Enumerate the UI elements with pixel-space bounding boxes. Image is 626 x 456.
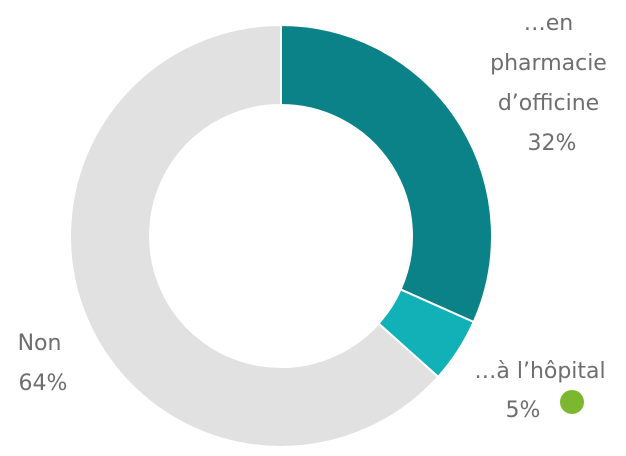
value-non: 64% [19,371,68,396]
label-pharmacie-line-3: d’officine [498,91,599,116]
value-hopital: 5% [506,398,541,423]
label-hopital: …à l’hôpital [474,359,605,384]
label-pharmacie: …en pharmacie d’officine 32% [490,11,614,156]
label-non: Non 64% [18,331,69,396]
value-pharmacie: 32% [528,131,577,156]
label-non-line-1: Non [18,331,62,356]
slice-pharmacie [280,23,493,324]
label-pharmacie-line-1: …en [524,11,573,36]
slice-non [69,23,440,448]
donut-slices [69,23,493,448]
label-pharmacie-line-2: pharmacie [490,51,607,76]
legend-marker-dot [560,390,584,414]
